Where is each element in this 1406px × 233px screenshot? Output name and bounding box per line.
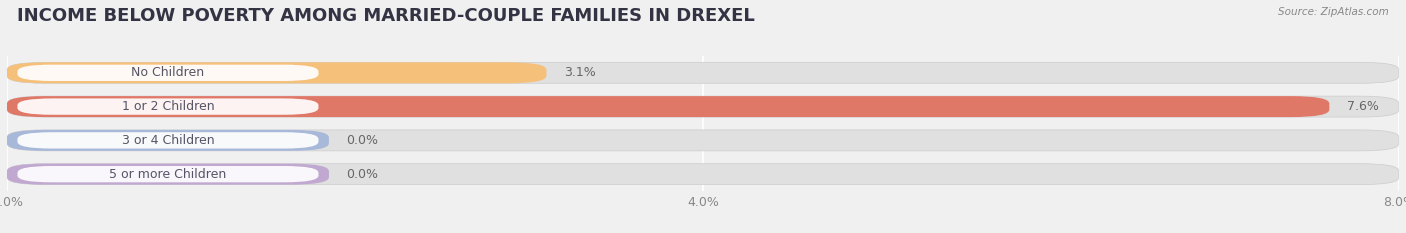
Text: 7.6%: 7.6% bbox=[1347, 100, 1379, 113]
FancyBboxPatch shape bbox=[17, 65, 319, 81]
FancyBboxPatch shape bbox=[7, 96, 1399, 117]
FancyBboxPatch shape bbox=[17, 132, 319, 149]
Text: INCOME BELOW POVERTY AMONG MARRIED-COUPLE FAMILIES IN DREXEL: INCOME BELOW POVERTY AMONG MARRIED-COUPL… bbox=[17, 7, 755, 25]
FancyBboxPatch shape bbox=[7, 164, 1399, 185]
Text: 5 or more Children: 5 or more Children bbox=[110, 168, 226, 181]
FancyBboxPatch shape bbox=[17, 98, 319, 115]
Text: 0.0%: 0.0% bbox=[346, 134, 378, 147]
FancyBboxPatch shape bbox=[7, 62, 1399, 83]
Text: Source: ZipAtlas.com: Source: ZipAtlas.com bbox=[1278, 7, 1389, 17]
Text: 3 or 4 Children: 3 or 4 Children bbox=[122, 134, 214, 147]
Text: 0.0%: 0.0% bbox=[346, 168, 378, 181]
FancyBboxPatch shape bbox=[17, 166, 319, 182]
Text: 3.1%: 3.1% bbox=[564, 66, 596, 79]
FancyBboxPatch shape bbox=[7, 130, 329, 151]
FancyBboxPatch shape bbox=[7, 62, 547, 83]
FancyBboxPatch shape bbox=[7, 164, 329, 185]
FancyBboxPatch shape bbox=[7, 130, 1399, 151]
FancyBboxPatch shape bbox=[7, 96, 1330, 117]
Text: No Children: No Children bbox=[131, 66, 204, 79]
Text: 1 or 2 Children: 1 or 2 Children bbox=[122, 100, 214, 113]
